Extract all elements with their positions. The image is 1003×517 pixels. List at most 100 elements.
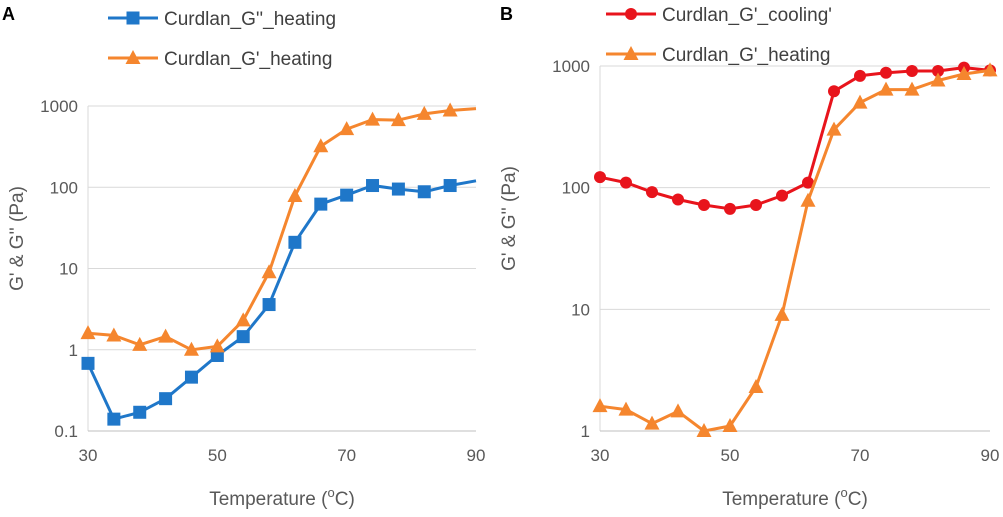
legend-marker bbox=[625, 8, 637, 20]
legend-marker bbox=[125, 50, 141, 64]
x-tick-label: 50 bbox=[721, 446, 740, 465]
x-tick-label: 50 bbox=[208, 446, 227, 465]
legend-label: Curdlan_G'_heating bbox=[164, 49, 332, 70]
data-point bbox=[826, 121, 842, 136]
x-tick-label: 30 bbox=[79, 446, 98, 465]
data-point bbox=[209, 338, 225, 353]
x-tick-label: 70 bbox=[851, 446, 870, 465]
y-axis-title: G' & G'' (Pa) bbox=[499, 166, 520, 271]
y-tick-label: 10 bbox=[571, 300, 590, 319]
panel-label: B bbox=[500, 4, 513, 24]
data-point bbox=[932, 64, 944, 77]
x-axis-title: Temperature (oC) bbox=[209, 485, 355, 510]
data-point bbox=[592, 398, 608, 413]
data-point bbox=[443, 179, 457, 193]
data-point bbox=[620, 176, 632, 189]
data-point bbox=[698, 199, 710, 212]
data-point bbox=[390, 112, 406, 127]
data-point bbox=[828, 85, 840, 98]
legend-label: Curdlan_G''_heating bbox=[164, 9, 336, 30]
data-point bbox=[106, 327, 122, 342]
data-point bbox=[288, 235, 302, 249]
x-tick-label: 90 bbox=[981, 446, 1000, 465]
data-point bbox=[748, 378, 764, 393]
legend-label: Curdlan_G'_cooling' bbox=[662, 5, 832, 26]
y-axis-title: G' & G'' (Pa) bbox=[7, 186, 28, 291]
data-point bbox=[339, 121, 355, 136]
y-tick-label: 100 bbox=[562, 179, 590, 198]
data-point bbox=[365, 111, 381, 126]
y-tick-label: 1000 bbox=[552, 57, 590, 76]
data-point bbox=[417, 185, 431, 199]
data-point bbox=[594, 171, 606, 184]
data-point bbox=[184, 370, 198, 384]
data-point bbox=[314, 197, 328, 211]
y-tick-label: 1000 bbox=[40, 97, 78, 116]
data-point bbox=[366, 179, 380, 193]
data-point bbox=[159, 392, 173, 406]
data-point bbox=[724, 202, 736, 215]
series-line bbox=[87, 107, 477, 352]
legend-marker bbox=[623, 46, 639, 60]
data-point bbox=[880, 66, 892, 79]
legend-label: Curdlan_G'_heating bbox=[662, 45, 830, 66]
data-point bbox=[107, 412, 121, 426]
panel-label: A bbox=[2, 4, 15, 24]
x-tick-label: 70 bbox=[337, 446, 356, 465]
data-point bbox=[750, 199, 762, 212]
y-tick-label: 0.1 bbox=[54, 422, 78, 441]
data-point bbox=[618, 401, 634, 416]
data-point bbox=[800, 192, 816, 207]
data-point bbox=[930, 72, 946, 87]
data-point bbox=[236, 330, 250, 344]
chart-panel-b: B 1 10 100 1000 30 50 70 90 Temperature (oC) G' & … bbox=[499, 4, 999, 510]
data-point bbox=[81, 356, 95, 370]
legend-entry: Curdlan_G'_heating bbox=[108, 49, 332, 70]
data-point bbox=[80, 325, 96, 340]
series-1 bbox=[81, 179, 477, 426]
data-point bbox=[852, 94, 868, 109]
data-point bbox=[158, 328, 174, 343]
data-point bbox=[183, 341, 199, 356]
y-tick-label: 10 bbox=[59, 260, 78, 279]
series-1 bbox=[594, 61, 996, 215]
data-point bbox=[235, 312, 251, 327]
data-point bbox=[878, 81, 894, 96]
data-point bbox=[696, 423, 712, 437]
y-tick-label: 100 bbox=[50, 178, 78, 197]
data-point bbox=[774, 306, 790, 321]
data-point bbox=[904, 81, 920, 96]
data-point bbox=[670, 403, 686, 418]
x-tick-label: 90 bbox=[467, 446, 486, 465]
data-point bbox=[982, 62, 998, 77]
data-point bbox=[956, 65, 972, 80]
data-point bbox=[416, 105, 432, 120]
data-point bbox=[262, 298, 276, 312]
data-point bbox=[646, 186, 658, 199]
legend-entry: Curdlan_G''_heating bbox=[108, 9, 336, 30]
legend-entry: Curdlan_G'_cooling' bbox=[606, 5, 832, 26]
y-tick-label: 1 bbox=[581, 422, 590, 441]
legend-entry: Curdlan_G'_heating bbox=[606, 45, 830, 66]
data-point bbox=[722, 417, 738, 432]
data-point bbox=[442, 102, 458, 117]
data-point bbox=[261, 264, 277, 279]
data-point bbox=[313, 138, 329, 153]
series-2 bbox=[80, 102, 477, 356]
data-point bbox=[906, 64, 918, 77]
data-point bbox=[854, 69, 866, 82]
data-point bbox=[672, 193, 684, 206]
data-point bbox=[340, 188, 354, 202]
data-point bbox=[776, 189, 788, 202]
x-tick-label: 30 bbox=[591, 446, 610, 465]
y-tick-label: 1 bbox=[69, 341, 78, 360]
data-point bbox=[287, 188, 303, 203]
series-line bbox=[599, 66, 991, 211]
chart-panel-a: A 0.1 1 10 100 1000 30 50 70 90 Temperature (oC) G'… bbox=[2, 4, 485, 510]
series-line bbox=[599, 68, 991, 433]
legend-marker bbox=[126, 11, 140, 25]
data-point bbox=[644, 415, 660, 430]
data-point bbox=[802, 176, 814, 189]
series-line bbox=[86, 179, 477, 421]
